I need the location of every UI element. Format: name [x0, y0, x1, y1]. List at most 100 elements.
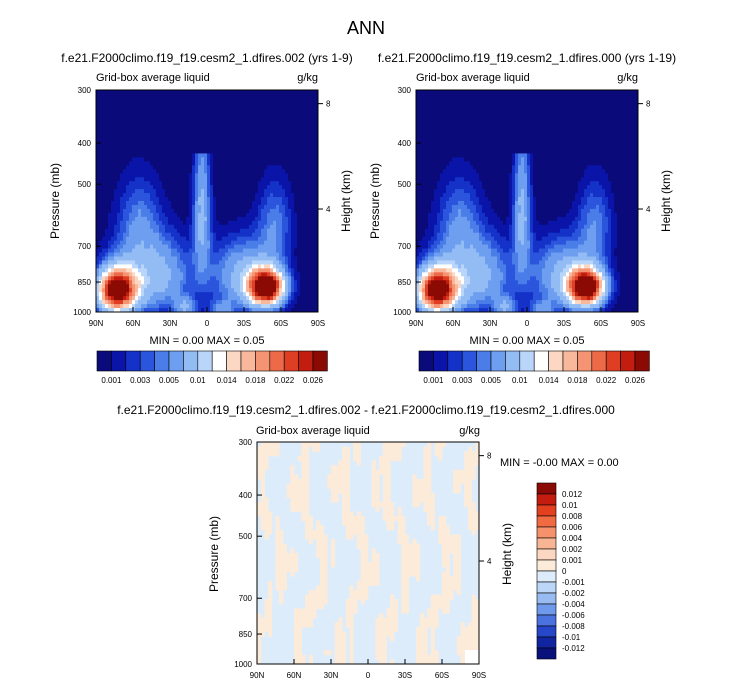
panel-2-cell [473, 121, 477, 127]
panel-1-cell [171, 185, 175, 190]
panel-1-cell [288, 117, 292, 123]
panel-1-cell [240, 177, 244, 182]
panel-1-cell [261, 129, 265, 135]
panel-1-cell [189, 260, 193, 265]
panel-1-cell [315, 244, 319, 250]
panel-1-cell [312, 117, 316, 123]
panel-2-cell [503, 121, 507, 127]
panel-1-cell [198, 240, 202, 246]
panel-1-cell [186, 308, 190, 313]
panel-1-cell [99, 149, 103, 154]
panel-1-cell [279, 244, 283, 250]
panel-1-cell [216, 161, 220, 166]
panel-1-cell [231, 197, 235, 202]
panel-1-cell [207, 284, 211, 289]
panel-1-cell [261, 101, 265, 107]
panel-1-cell [285, 193, 289, 198]
panel-1-cell [303, 288, 307, 293]
panel-1-cell [105, 232, 109, 238]
panel-1-cell [231, 232, 235, 238]
panel-1-cell [243, 121, 247, 127]
panel-1-cell [210, 252, 214, 257]
panel-1-cell [255, 113, 259, 119]
panel-1-cell [126, 137, 130, 143]
panel-1-cell [174, 272, 178, 277]
panel-1-cell [219, 109, 223, 115]
panel-1-cell [255, 93, 259, 99]
panel-1-cell [219, 145, 223, 150]
panel-1-cell [123, 181, 127, 186]
panel-1-cell [252, 153, 256, 158]
panel-1-cell [168, 296, 172, 301]
panel-2-cell [416, 93, 420, 99]
panel-1-cell [174, 288, 178, 293]
panel-1-cell [246, 173, 250, 178]
panel-1-cell [210, 133, 214, 139]
panel-1-cell [150, 121, 154, 127]
panel-1-cell [276, 153, 280, 158]
panel-2-cell [470, 121, 474, 127]
panel-1-cell [123, 212, 127, 218]
panel-1-cell [120, 208, 124, 214]
panel-1-cell [303, 113, 307, 119]
panel-1-cell [213, 181, 217, 186]
panel-1-cell [135, 137, 139, 143]
panel-1-cell [108, 292, 112, 297]
panel-2-cell [419, 97, 423, 103]
panel-1-cell [276, 264, 280, 269]
panel-1-cell [279, 236, 283, 242]
panel-1-cell [171, 268, 175, 273]
panel-2-cell [470, 101, 474, 107]
panel-1-cell [168, 101, 172, 107]
panel-1-cell [288, 260, 292, 265]
panel-1-cell [255, 141, 259, 146]
panel-2-cell [455, 113, 459, 119]
panel-1-cell [165, 216, 169, 222]
panel-1-cell [198, 185, 202, 190]
panel-1-cell [168, 204, 172, 210]
panel-1-cell [234, 204, 238, 210]
panel-1-cell [171, 236, 175, 242]
panel-1-cell [108, 189, 112, 194]
panel-1-cell [165, 129, 169, 135]
panel-1-cell [297, 169, 301, 174]
panel-1-cell [315, 252, 319, 257]
panel-1-cell [105, 284, 109, 289]
panel-2-cell [602, 113, 606, 119]
panel-1-cell [234, 212, 238, 218]
panel-1-cell [222, 204, 226, 210]
panel-1-cell [255, 201, 259, 206]
panel-1-cell [315, 193, 319, 198]
panel-2-cell [572, 109, 576, 115]
panel-1-cell [135, 296, 139, 301]
panel-1-cell [135, 165, 139, 170]
panel-1-cell [126, 204, 130, 210]
panel-1-cell [246, 121, 250, 127]
panel-1-cell [99, 153, 103, 158]
panel-1-cell [288, 308, 292, 313]
panel-1-cell [219, 177, 223, 182]
panel-1-cell [132, 189, 136, 194]
panel-1-cell [255, 288, 259, 293]
panel-1-cell [282, 272, 286, 277]
panel-1-cell [315, 161, 319, 166]
panel-2-cell [479, 90, 483, 95]
panel-1-cell [153, 284, 157, 289]
panel-1-cell [159, 177, 163, 182]
panel-2-cell [539, 129, 543, 135]
panel-1-cell [183, 201, 187, 206]
panel-1-cell [150, 288, 154, 293]
panel-1-cell [180, 268, 184, 273]
panel-1-cell [255, 129, 259, 135]
panel-2-cell [416, 117, 420, 123]
panel-1-cell [153, 149, 157, 154]
panel-1-cell [165, 165, 169, 170]
panel-1-cell [309, 276, 313, 281]
panel-1-cell [261, 125, 265, 131]
panel-2-cell [431, 121, 435, 127]
panel-1-cell [156, 109, 160, 115]
panel-1-cell [156, 97, 160, 103]
panel-1-cell [234, 113, 238, 119]
panel-1-cell [186, 149, 190, 154]
panel-1-cell [150, 256, 154, 261]
